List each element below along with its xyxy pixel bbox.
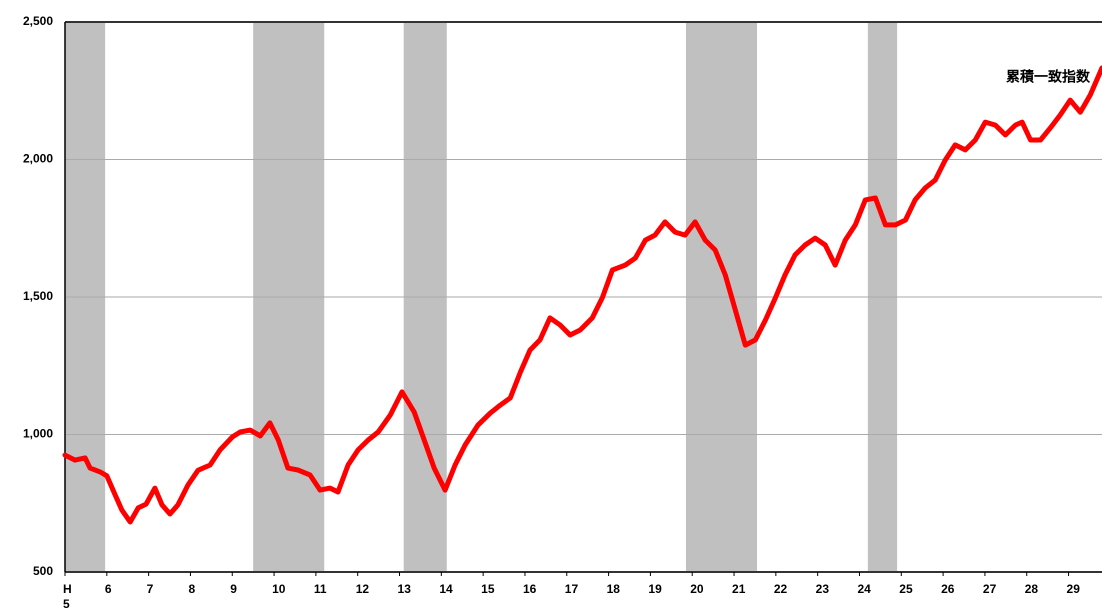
x-tick-label: H 5	[63, 582, 72, 611]
x-tick-label: 16	[522, 582, 537, 596]
line	[62, 65, 1102, 525]
x-tick-label: 24	[857, 582, 871, 596]
x-tick-label: 23	[815, 582, 830, 596]
x-tick-label: 8	[188, 582, 196, 596]
y-tick-label: 500	[33, 564, 53, 578]
x-tick-label: 25	[899, 582, 913, 596]
y-tick-label: 2,000	[23, 152, 53, 166]
y-tick-label: 1,000	[23, 427, 53, 441]
x-tick-label: 18	[606, 582, 620, 596]
x-tick-label: 20	[690, 582, 704, 596]
x-tick-label: 9	[230, 582, 237, 596]
x-tick-label: 15	[481, 582, 495, 596]
x-tick-label: 28	[1024, 582, 1039, 596]
x-tick-label: 29	[1066, 582, 1080, 596]
x-tick-label: 14	[439, 582, 453, 596]
annotation: 累積一致指数	[1006, 69, 1091, 85]
y-tick-label: 1,500	[23, 289, 53, 303]
x-tick-label: 27	[982, 582, 997, 596]
x-tick-label: 10	[272, 582, 286, 596]
x-tick-label: 7	[146, 582, 154, 596]
x-tick-label: 6	[104, 582, 112, 596]
x-tick-label: 11	[313, 582, 327, 596]
x-tick-label: 19	[648, 582, 662, 596]
x-tick-label: 22	[773, 582, 788, 596]
x-tick-label: 17	[564, 582, 579, 596]
x-tick-label: 26	[941, 582, 955, 596]
y-tick-label: 2,500	[23, 14, 53, 28]
x-tick-label: 12	[355, 582, 370, 596]
x-tick-label: 13	[397, 582, 411, 596]
x-tick-label: 21	[732, 582, 746, 596]
